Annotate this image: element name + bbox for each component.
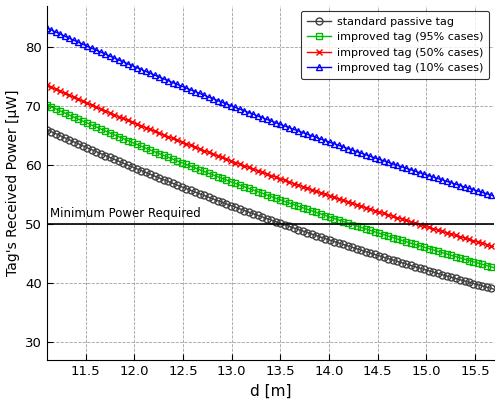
improved tag (50% cases) (421, 223, 427, 228)
Legend: standard passive tag, improved tag (95% cases), improved tag (50% cases), improv: standard passive tag, improved tag (95% … (302, 11, 489, 79)
improved tag (95% cases) (421, 245, 427, 250)
improved tag (50% cases) (310, 188, 316, 193)
improved tag (95% cases) (309, 208, 315, 213)
improved tag (95% cases) (492, 265, 498, 270)
Text: Minimum Power Required: Minimum Power Required (50, 207, 201, 220)
standard passive tag (492, 287, 498, 292)
improved tag (50% cases) (44, 83, 50, 88)
standard passive tag (318, 235, 324, 240)
improved tag (95% cases) (46, 103, 52, 108)
Line: improved tag (50% cases): improved tag (50% cases) (44, 82, 498, 250)
standard passive tag (421, 267, 427, 272)
improved tag (10% cases) (492, 194, 498, 198)
Line: improved tag (95% cases): improved tag (95% cases) (44, 101, 498, 271)
standard passive tag (44, 127, 50, 132)
improved tag (50% cases) (318, 190, 324, 195)
improved tag (95% cases) (450, 253, 456, 258)
improved tag (50% cases) (46, 84, 52, 88)
improved tag (10% cases) (310, 134, 316, 139)
Line: improved tag (10% cases): improved tag (10% cases) (44, 25, 498, 200)
improved tag (10% cases) (309, 133, 315, 138)
improved tag (10% cases) (421, 172, 427, 177)
standard passive tag (310, 232, 316, 237)
improved tag (50% cases) (492, 244, 498, 249)
standard passive tag (309, 231, 315, 236)
improved tag (10% cases) (318, 137, 324, 141)
standard passive tag (46, 128, 52, 133)
X-axis label: d [m]: d [m] (250, 383, 292, 398)
Y-axis label: Tag's Received Power [μW]: Tag's Received Power [μW] (6, 90, 20, 276)
Line: standard passive tag: standard passive tag (44, 126, 498, 293)
improved tag (95% cases) (318, 212, 324, 217)
improved tag (10% cases) (44, 25, 50, 30)
improved tag (10% cases) (450, 181, 456, 185)
improved tag (95% cases) (310, 209, 316, 214)
improved tag (50% cases) (309, 187, 315, 192)
improved tag (10% cases) (46, 26, 52, 31)
improved tag (50% cases) (450, 232, 456, 237)
improved tag (95% cases) (44, 102, 50, 107)
standard passive tag (450, 275, 456, 280)
